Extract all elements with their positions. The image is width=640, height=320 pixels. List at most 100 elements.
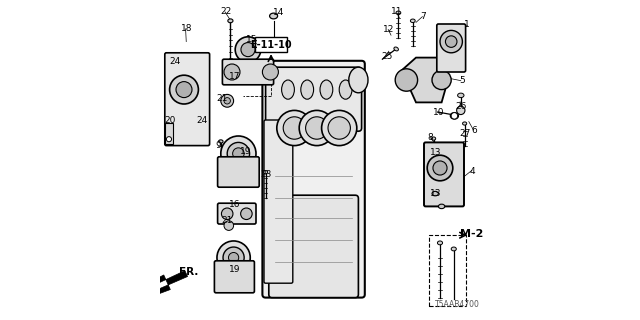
Text: 27: 27 (460, 129, 470, 138)
Circle shape (306, 117, 328, 139)
Text: 15: 15 (246, 35, 258, 44)
Ellipse shape (349, 67, 368, 93)
FancyBboxPatch shape (223, 59, 274, 85)
Circle shape (433, 161, 447, 175)
Circle shape (233, 148, 244, 159)
Text: 24: 24 (170, 57, 181, 66)
Ellipse shape (394, 47, 399, 51)
Text: 22: 22 (220, 7, 231, 16)
FancyBboxPatch shape (165, 53, 210, 146)
Text: 12: 12 (383, 25, 394, 34)
Circle shape (445, 36, 457, 47)
FancyBboxPatch shape (255, 37, 287, 52)
Circle shape (241, 208, 252, 220)
Text: E-11-10: E-11-10 (250, 40, 292, 50)
Text: 21: 21 (221, 216, 232, 225)
Text: 19: 19 (228, 265, 240, 274)
Circle shape (262, 64, 278, 80)
Circle shape (166, 137, 172, 142)
Ellipse shape (301, 80, 314, 99)
Circle shape (283, 117, 306, 139)
Circle shape (241, 43, 255, 57)
Circle shape (300, 110, 335, 146)
Ellipse shape (431, 137, 436, 140)
Ellipse shape (396, 11, 401, 15)
Circle shape (428, 155, 453, 181)
Ellipse shape (438, 204, 445, 209)
Text: 4: 4 (470, 167, 476, 176)
Text: 11: 11 (391, 7, 403, 16)
FancyBboxPatch shape (165, 123, 173, 144)
Ellipse shape (228, 19, 233, 23)
Ellipse shape (438, 241, 443, 245)
FancyBboxPatch shape (269, 195, 358, 298)
Ellipse shape (282, 80, 294, 99)
Ellipse shape (410, 19, 415, 22)
Text: 26: 26 (456, 102, 467, 111)
FancyBboxPatch shape (264, 120, 293, 283)
Ellipse shape (339, 80, 352, 99)
Ellipse shape (432, 191, 438, 196)
Circle shape (217, 241, 250, 274)
Circle shape (221, 208, 233, 220)
Ellipse shape (463, 122, 467, 125)
FancyBboxPatch shape (218, 157, 259, 187)
Circle shape (223, 247, 244, 268)
Ellipse shape (320, 80, 333, 99)
Text: 20: 20 (164, 116, 175, 124)
Ellipse shape (458, 93, 464, 98)
Text: 21: 21 (216, 94, 227, 103)
Ellipse shape (269, 13, 278, 19)
Circle shape (328, 117, 351, 139)
FancyBboxPatch shape (424, 142, 464, 206)
Circle shape (221, 136, 256, 171)
Circle shape (432, 70, 451, 90)
Circle shape (396, 69, 417, 91)
Ellipse shape (218, 140, 223, 143)
Text: 23: 23 (260, 170, 272, 179)
Circle shape (440, 30, 462, 53)
Text: T5AAB4700: T5AAB4700 (435, 300, 480, 309)
Circle shape (322, 110, 357, 146)
FancyBboxPatch shape (437, 24, 466, 72)
Polygon shape (79, 271, 188, 320)
Text: M-2: M-2 (460, 228, 484, 239)
Circle shape (228, 252, 239, 263)
Circle shape (224, 98, 230, 104)
Circle shape (221, 94, 234, 107)
Text: 13: 13 (430, 189, 442, 198)
Text: 24: 24 (196, 116, 208, 124)
Text: 13: 13 (430, 148, 442, 156)
FancyBboxPatch shape (218, 203, 256, 224)
Text: FR.: FR. (179, 267, 198, 277)
Text: 19: 19 (240, 147, 252, 156)
Text: 1: 1 (465, 20, 470, 28)
Circle shape (456, 106, 465, 115)
Text: 18: 18 (180, 24, 192, 33)
FancyBboxPatch shape (266, 67, 362, 131)
Circle shape (224, 221, 234, 230)
Text: 8: 8 (428, 133, 433, 142)
Polygon shape (402, 58, 448, 102)
Text: 25: 25 (381, 52, 392, 60)
FancyBboxPatch shape (262, 61, 365, 298)
Text: 7: 7 (420, 12, 426, 21)
Ellipse shape (264, 171, 268, 174)
Text: 6: 6 (472, 126, 477, 135)
Circle shape (227, 142, 250, 165)
Ellipse shape (451, 113, 458, 119)
Circle shape (170, 75, 198, 104)
Text: 16: 16 (228, 200, 240, 209)
Circle shape (451, 113, 458, 119)
FancyBboxPatch shape (214, 261, 254, 293)
Text: 9: 9 (216, 141, 221, 150)
Text: 17: 17 (230, 72, 241, 81)
Circle shape (276, 110, 312, 146)
Ellipse shape (451, 247, 456, 251)
Text: 5: 5 (460, 76, 465, 85)
Text: 14: 14 (273, 8, 285, 17)
Circle shape (224, 64, 240, 80)
Circle shape (176, 82, 192, 98)
Text: 10: 10 (433, 108, 444, 117)
Circle shape (236, 37, 261, 62)
